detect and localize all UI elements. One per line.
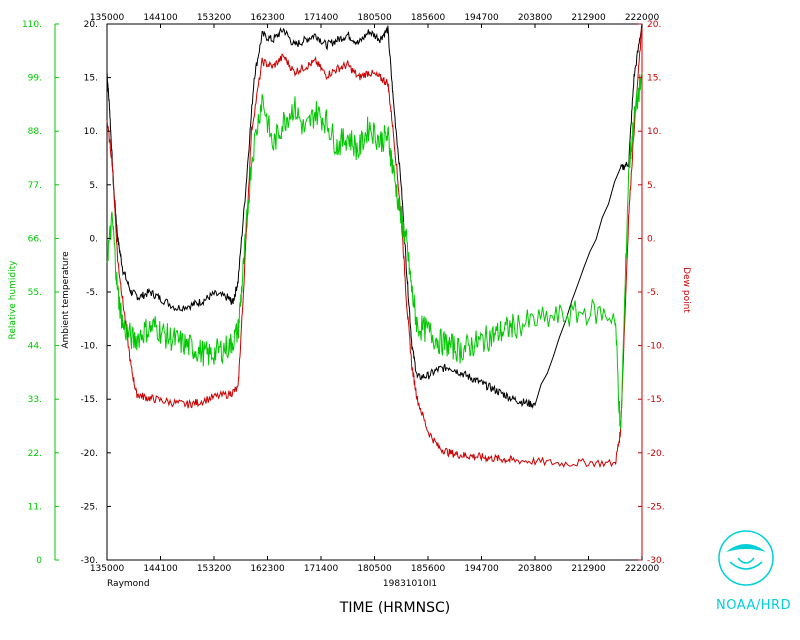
rh-tick-label: 110. [22,20,42,30]
top-x-tick-label: 185600 [411,13,446,23]
rh-tick-label: 11. [28,502,42,512]
dew-tick-label: 20. [647,20,661,30]
dew-axis-label: Dew point [681,267,691,313]
temp-tick-label: 0. [89,234,98,244]
top-x-tick-label: 171400 [304,13,339,23]
top-x-tick-label: 153200 [197,13,232,23]
temp-tick-label: -5. [86,288,98,298]
dew-tick-label: -25. [647,502,665,512]
series-layer [106,23,643,469]
dew-tick-label: -5. [647,288,659,298]
rh-tick-label: 66. [28,234,42,244]
x-tick-label: 144100 [143,564,178,574]
rh-tick-label: 55. [28,288,42,298]
rh-axis-label: Relative humidity [8,260,18,340]
x-tick-label: 153200 [197,564,232,574]
temp-tick-label: -25. [80,502,98,512]
rh-tick-label: 77. [28,181,42,191]
dew-tick-label: -30. [647,556,665,566]
x-tick-label: 212900 [571,564,606,574]
temp-tick-label: 10. [84,127,98,137]
ticks-layer: 135000 144100 153200 162300 171400 180500 1856… [22,13,665,574]
noaa-hrd-label: NOAA/HRD [716,598,792,613]
noaa-logo-icon [718,530,774,586]
top-x-tick-label: 162300 [250,13,285,23]
top-x-tick-label: 180500 [357,13,392,23]
rh-tick-label: 44. [28,342,42,352]
x-tick-label: 194700 [464,564,499,574]
top-x-tick-label: 212900 [571,13,606,23]
dew-tick-label: 10. [647,127,661,137]
series-line-temp [106,23,643,410]
x-tick-label: 171400 [304,564,339,574]
top-x-tick-label: 222000 [625,13,660,23]
dew-tick-label: -20. [647,449,665,459]
dew-tick-label: -15. [647,395,665,405]
rh-tick-label: 33. [28,395,42,405]
dew-tick-label: 5. [647,181,656,191]
x-axis-title: TIME (HRMNSC) [339,600,450,616]
dew-tick-label: -10. [647,342,665,352]
rh-tick-label: 0 [36,556,42,566]
plot-frame [106,23,643,561]
x-tick-label: 203800 [518,564,553,574]
bottom-label-left: Raymond [107,579,150,589]
top-x-tick-label: 203800 [518,13,553,23]
dew-tick-label: 0. [647,234,656,244]
x-tick-label: 180500 [357,564,392,574]
temp-tick-label: -20. [80,449,98,459]
temp-tick-label: -30. [80,556,98,566]
temp-tick-label: -10. [80,342,98,352]
temp-axis-label: Ambient temperature [61,251,71,349]
dew-tick-label: 15. [647,74,661,84]
top-x-tick-label: 194700 [464,13,499,23]
temp-tick-label: 20. [84,20,98,30]
rh-tick-label: 99. [28,74,42,84]
temp-tick-label: 5. [89,181,98,191]
temp-tick-label: -15. [80,395,98,405]
x-tick-label: 162300 [250,564,285,574]
rh-tick-label: 88. [28,127,42,137]
temp-tick-label: 15. [84,74,98,84]
x-tick-label: 222000 [625,564,660,574]
top-x-tick-label: 144100 [143,13,178,23]
x-tick-label: 185600 [411,564,446,574]
bottom-label-center: 19831010I1 [383,579,437,589]
series-line-dew [106,23,643,469]
top-x-tick-label: 135000 [90,13,125,23]
x-tick-label: 135000 [90,564,125,574]
rh-tick-label: 22. [28,449,42,459]
series-line-rh [106,72,643,429]
